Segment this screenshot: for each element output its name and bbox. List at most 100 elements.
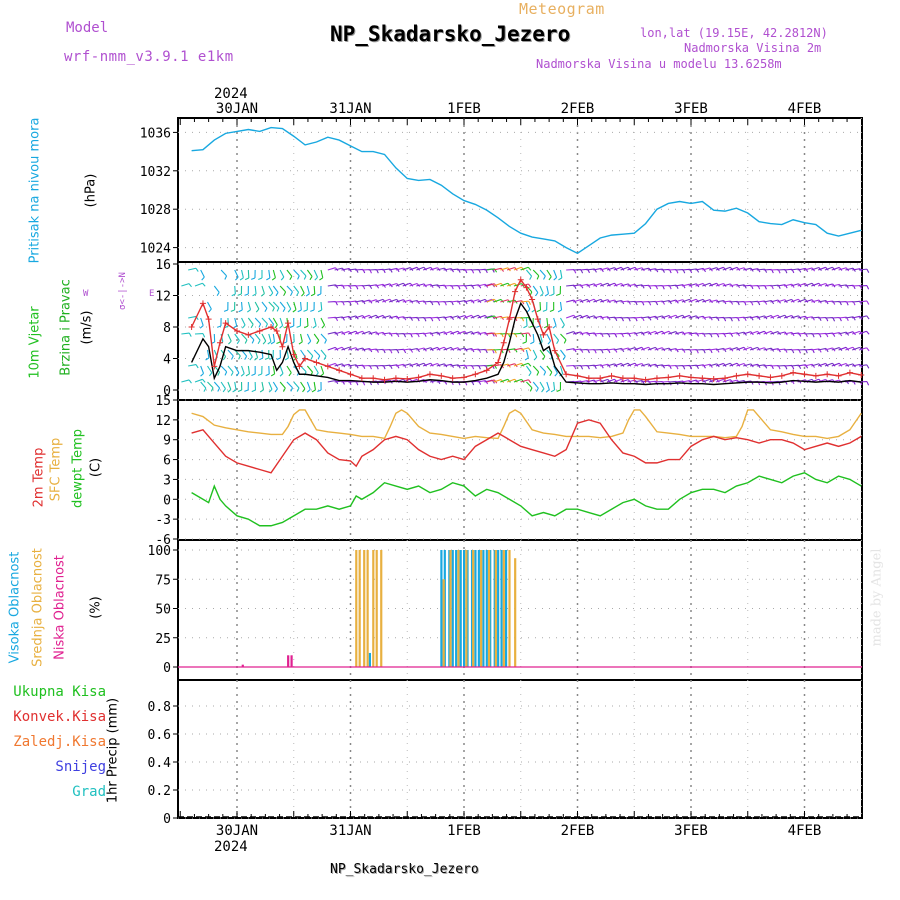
wind-barb [368,299,377,303]
wind-barb-flag [536,371,540,376]
wind-barb-flag [258,277,263,280]
wind-barb [354,268,364,271]
wind-barb [463,314,472,319]
day-label-bottom: 31JAN [329,823,372,839]
wind-barb [355,284,364,287]
wind-barb [749,363,758,367]
model-label: Model [66,20,109,36]
wind-barb [620,332,629,335]
wind-barb [423,332,432,335]
wind-barb [831,347,840,351]
wind-gust-mark [336,367,343,374]
wind-barb [647,363,656,367]
temp-title-sfc: SFC Temp [48,437,64,502]
wind-barb [268,381,273,390]
wind-barb [532,381,539,389]
wind-barb-flag [535,292,539,297]
wind-barb [736,346,745,351]
wind-barb [409,316,418,319]
wind-barb [546,317,549,327]
wind-barb [261,349,264,359]
wind-barb [763,330,772,335]
wind-barb-flag [240,373,245,377]
wind-barb-flag [254,357,258,361]
wind-barb [770,284,779,287]
wind-barb [722,266,731,271]
wind-barb [675,348,684,351]
cloud-bar-1 [502,550,505,667]
wind-barb [811,363,820,367]
wind-barb [477,380,486,383]
wind-barb [736,379,745,383]
wind-barb [327,267,336,271]
wind-gust-mark [733,372,740,379]
wind-barb [817,266,826,271]
wind-barb-flag [757,268,761,273]
wind-barb [532,333,535,343]
wind-barb [493,267,502,271]
wind-barb [749,268,759,271]
wind-barb-flag [523,325,528,329]
wind-barb-flag [600,268,604,273]
wind-barb [736,362,745,367]
wind-barb [722,362,731,367]
wind-barb-flag [561,324,565,329]
wind-barb [348,330,356,335]
wind-barb [845,284,854,287]
wind-barb-flag [274,324,278,329]
wind-barb [777,314,785,319]
wind-barb [532,269,540,277]
wind-barb [729,379,738,383]
wind-barb [586,364,595,367]
wind-barb [620,266,629,271]
wind-gust-mark [347,371,354,378]
wind-barb [402,348,411,351]
wind-barb-flag [302,388,306,393]
wind-barb [763,268,772,271]
wind-barb [640,316,650,319]
wind-barb [181,316,189,318]
wind-barb-flag [252,293,257,297]
wind-gust-mark [324,363,331,370]
wind-barb [341,380,350,383]
wind-barb [409,362,418,367]
cloud-bar-0 [443,550,446,667]
wind-barb [749,346,758,351]
wind-barb [838,362,847,367]
wind-barb [268,333,272,342]
wind-gust-mark [676,372,683,379]
wind-barb [306,333,312,342]
wind-barb [486,268,495,271]
wind-barb [593,364,602,367]
value-tick-label: 0 [163,493,171,508]
wind-barb [858,300,867,303]
wind-barb-flag [309,276,313,281]
wind-barb [306,381,311,390]
wind-barb-flag [312,325,317,329]
wind-barb [477,268,486,271]
wind-barb [675,380,684,383]
wind-barb [620,300,629,303]
model-value: wrf-nmm_v3.9.1 e1km [64,49,234,65]
wind-barb [668,314,677,319]
wind-barb [507,316,516,319]
wind-barb [818,347,827,351]
value-tick-label: 8 [163,321,171,336]
wind-barb [593,315,602,319]
temp-title-2m: 2m Temp [31,447,47,508]
wind-barb [268,269,271,278]
cloud-bar-1 [375,550,378,667]
wind-barb [790,268,799,271]
wind-barb [681,298,690,303]
wind-barb [227,333,232,342]
wind-barb [207,365,213,374]
wind-barb [546,381,550,390]
wind-barb [818,316,827,319]
wind-barb [661,330,670,335]
wind-barb [579,298,588,303]
cloud-bar-1 [480,550,483,667]
value-tick-label: 4 [163,353,171,368]
wind-barb [736,331,745,335]
wind-barb [824,362,833,367]
wind-gust-mark [790,369,797,376]
